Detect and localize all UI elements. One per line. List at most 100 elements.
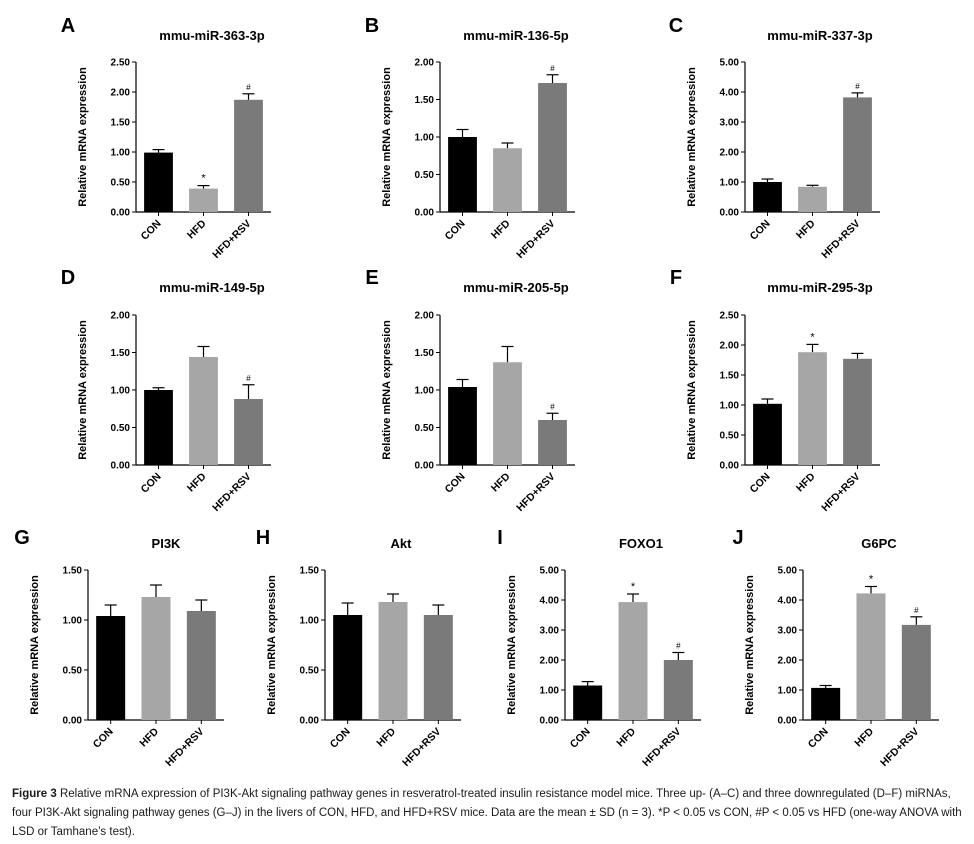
significance-mark: *: [631, 581, 636, 593]
y-tick-label: 2.00: [778, 656, 798, 667]
y-tick-label: 1.00: [415, 386, 435, 397]
y-tick-label: 4.00: [720, 88, 740, 99]
y-axis-label: Relative mRNA expression: [77, 67, 89, 207]
y-tick-label: 2.00: [111, 88, 131, 99]
chart-title: mmu-miR-205-5p: [463, 280, 569, 295]
significance-mark: *: [810, 331, 815, 343]
panel-letter: G: [14, 527, 30, 549]
bar-hfd-rsv: [663, 660, 693, 720]
bar-con: [811, 687, 841, 720]
y-tick-label: 0.00: [111, 208, 131, 219]
x-tick-label: HFD+RSV: [819, 218, 862, 261]
significance-mark: #: [246, 83, 251, 92]
y-tick-label: 1.50: [63, 566, 83, 577]
bar-hfd: [189, 357, 218, 465]
x-tick-label: CON: [443, 218, 468, 243]
x-tick-label: CON: [748, 218, 773, 243]
x-tick-label: CON: [328, 726, 353, 751]
y-tick-label: 2.50: [720, 311, 740, 322]
significance-mark: #: [550, 64, 555, 73]
bar-con: [448, 137, 477, 212]
figure-caption: Figure 3 Relative mRNA expression of PI3…: [12, 785, 962, 842]
y-axis-label: Relative mRNA expression: [77, 320, 89, 460]
y-tick-label: 2.00: [720, 341, 740, 352]
significance-mark: #: [855, 82, 860, 91]
y-tick-label: 0.00: [415, 208, 435, 219]
x-tick-label: HFD: [489, 217, 513, 241]
y-tick-label: 2.00: [415, 58, 435, 69]
y-tick-label: 1.00: [778, 686, 798, 697]
significance-mark: #: [246, 374, 251, 383]
panel-letter: C: [669, 15, 683, 37]
y-tick-label: 1.00: [63, 616, 83, 627]
chart-title: mmu-miR-337-3p: [767, 28, 873, 43]
chart-panel-i: I FOXO1 Relative mRNA expression 0.00 1.00 2.…: [497, 527, 701, 769]
y-tick-label: 5.00: [540, 566, 560, 577]
y-tick-label: 1.00: [300, 616, 320, 627]
y-tick-label: 0.50: [300, 666, 320, 677]
y-tick-label: 1.00: [540, 686, 560, 697]
chart-panel-h: H Akt Relative mRNA expression 0.00 0.50 1.00…: [256, 527, 461, 769]
bar-con: [753, 403, 782, 465]
panel-letter: I: [497, 527, 503, 549]
bar-hfd: [189, 188, 218, 212]
caption-text: Relative mRNA expression of PI3K-Akt sig…: [12, 788, 962, 838]
bar-hfd: [141, 597, 171, 720]
bar-con: [573, 685, 603, 720]
y-tick-label: 4.00: [540, 596, 560, 607]
y-tick-label: 0.50: [720, 431, 740, 442]
chart-title: mmu-miR-149-5p: [159, 280, 265, 295]
y-tick-label: 2.00: [720, 148, 740, 159]
x-tick-label: HFD+RSV: [514, 218, 557, 261]
x-tick-label: CON: [139, 218, 164, 243]
x-tick-label: HFD: [137, 725, 161, 749]
y-tick-label: 0.00: [63, 716, 83, 727]
bar-con: [448, 387, 477, 465]
y-tick-label: 3.00: [778, 626, 798, 637]
y-tick-label: 1.00: [415, 133, 435, 144]
x-tick-label: HFD: [185, 470, 209, 494]
y-tick-label: 1.00: [111, 148, 131, 159]
bar-hfd: [618, 602, 648, 720]
y-tick-label: 0.50: [111, 423, 131, 434]
bar-con: [144, 152, 173, 212]
y-axis-label: Relative mRNA expression: [744, 575, 756, 715]
x-tick-label: HFD: [852, 725, 876, 749]
bar-hfd-rsv: [843, 97, 872, 212]
panel-letter: F: [670, 267, 682, 289]
significance-mark: *: [201, 173, 206, 185]
bar-hfd-rsv: [538, 420, 567, 465]
x-tick-label: CON: [748, 471, 773, 496]
panel-letter: D: [61, 267, 75, 289]
x-tick-label: HFD: [374, 725, 398, 749]
bar-hfd-rsv: [538, 83, 567, 212]
y-tick-label: 0.00: [778, 716, 798, 727]
chart-title: mmu-miR-363-3p: [159, 28, 265, 43]
y-tick-label: 0.00: [415, 461, 435, 472]
panel-letter: A: [61, 15, 75, 37]
x-tick-label: HFD: [185, 217, 209, 241]
y-axis-label: Relative mRNA expression: [381, 320, 393, 460]
y-tick-label: 1.00: [720, 178, 740, 189]
y-tick-label: 3.00: [720, 118, 740, 129]
y-tick-label: 0.50: [415, 170, 435, 181]
y-tick-label: 1.00: [720, 401, 740, 412]
x-tick-label: CON: [568, 726, 593, 751]
x-tick-label: HFD+RSV: [163, 726, 206, 769]
y-tick-label: 1.50: [415, 95, 435, 106]
bar-hfd-rsv: [901, 624, 931, 720]
caption-label: Figure 3: [12, 788, 57, 800]
y-tick-label: 4.00: [778, 596, 798, 607]
y-tick-label: 1.50: [111, 348, 131, 359]
chart-title: PI3K: [152, 536, 182, 551]
x-tick-label: CON: [443, 471, 468, 496]
y-tick-label: 0.50: [63, 666, 83, 677]
y-axis-label: Relative mRNA expression: [686, 320, 698, 460]
bar-hfd: [493, 148, 522, 212]
bar-hfd-rsv: [234, 399, 263, 465]
bar-con: [333, 615, 363, 720]
